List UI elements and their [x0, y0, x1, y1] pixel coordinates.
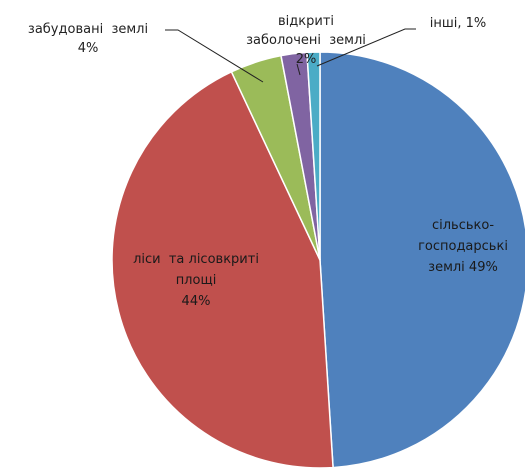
pie-slice-5	[306, 51, 321, 261]
slice-label-2: ліси та лісовкриті площі 44%	[133, 252, 259, 309]
leader-line-3	[165, 29, 264, 83]
leader-line-5	[316, 28, 416, 67]
slice-label-1: сільсько-господарські землі 49%	[418, 218, 508, 275]
slice-label-5: інші, 1%	[430, 16, 487, 31]
pie-slice-1	[319, 51, 525, 469]
slice-label-4: відкриті заболочені землі 2%	[246, 14, 366, 67]
leader-line-4	[296, 63, 301, 76]
slice-label-3: забудовані землі 4%	[28, 22, 148, 56]
